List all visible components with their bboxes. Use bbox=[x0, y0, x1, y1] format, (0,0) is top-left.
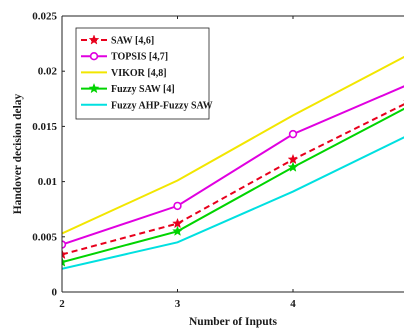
y-tick-label: 0.005 bbox=[32, 231, 57, 243]
legend-label: Fuzzy AHP-Fuzzy SAW bbox=[111, 100, 213, 111]
series-3 bbox=[62, 104, 404, 267]
series-line bbox=[62, 107, 404, 264]
axes-layer bbox=[61, 15, 404, 293]
series-line bbox=[62, 55, 404, 235]
legend-item-3: Fuzzy SAW [4] bbox=[81, 82, 175, 95]
data-point bbox=[172, 225, 183, 236]
data-point bbox=[173, 201, 182, 211]
y-tick-label: 0.02 bbox=[38, 66, 58, 78]
x-axis-label: Number of Inputs bbox=[189, 316, 277, 328]
x-tick-label: 3 bbox=[175, 298, 181, 310]
legend-marker bbox=[88, 34, 100, 45]
y-tick-label: 0.015 bbox=[32, 121, 57, 133]
data-point bbox=[287, 161, 299, 172]
data-point bbox=[62, 256, 68, 267]
y-tick-label: 0.025 bbox=[32, 11, 57, 23]
y-axis-label: Handover decision delay bbox=[12, 93, 24, 214]
legend-item-4: Fuzzy AHP-Fuzzy SAW bbox=[81, 100, 213, 111]
series-2 bbox=[62, 55, 404, 235]
series-1 bbox=[62, 85, 404, 249]
legend-marker bbox=[89, 51, 99, 61]
data-point bbox=[62, 240, 67, 249]
data-point bbox=[288, 129, 298, 139]
series-line bbox=[62, 85, 404, 246]
legend-label: Fuzzy SAW [4] bbox=[111, 84, 175, 95]
series-layer bbox=[62, 55, 404, 270]
series-line bbox=[62, 136, 404, 270]
x-tick-label: 4 bbox=[290, 298, 296, 310]
y-tick-label: 0.01 bbox=[38, 176, 57, 188]
series-line bbox=[62, 103, 404, 256]
data-point bbox=[62, 248, 68, 260]
series-4 bbox=[62, 136, 404, 270]
legend-label: VIKOR [4,8] bbox=[111, 68, 167, 79]
y-tick-label: 0 bbox=[52, 287, 58, 299]
legend-marker bbox=[88, 82, 100, 94]
legend-label: SAW [4,6] bbox=[111, 36, 154, 47]
x-tick-label: 2 bbox=[59, 298, 65, 310]
legend-label: TOPSIS [4,7] bbox=[111, 52, 168, 63]
legend: SAW [4,6] TOPSIS [4,7] VIKOR [4,8] Fuzzy SA… bbox=[75, 27, 213, 120]
ticks-layer: 2 3 4 0 0.005 0.01 0.015 0.02 0.025 bbox=[32, 11, 296, 311]
legend-item-2: VIKOR [4,8] bbox=[81, 68, 167, 79]
legend-item-0: SAW [4,6] bbox=[81, 34, 154, 47]
legend-item-1: TOPSIS [4,7] bbox=[81, 52, 168, 63]
